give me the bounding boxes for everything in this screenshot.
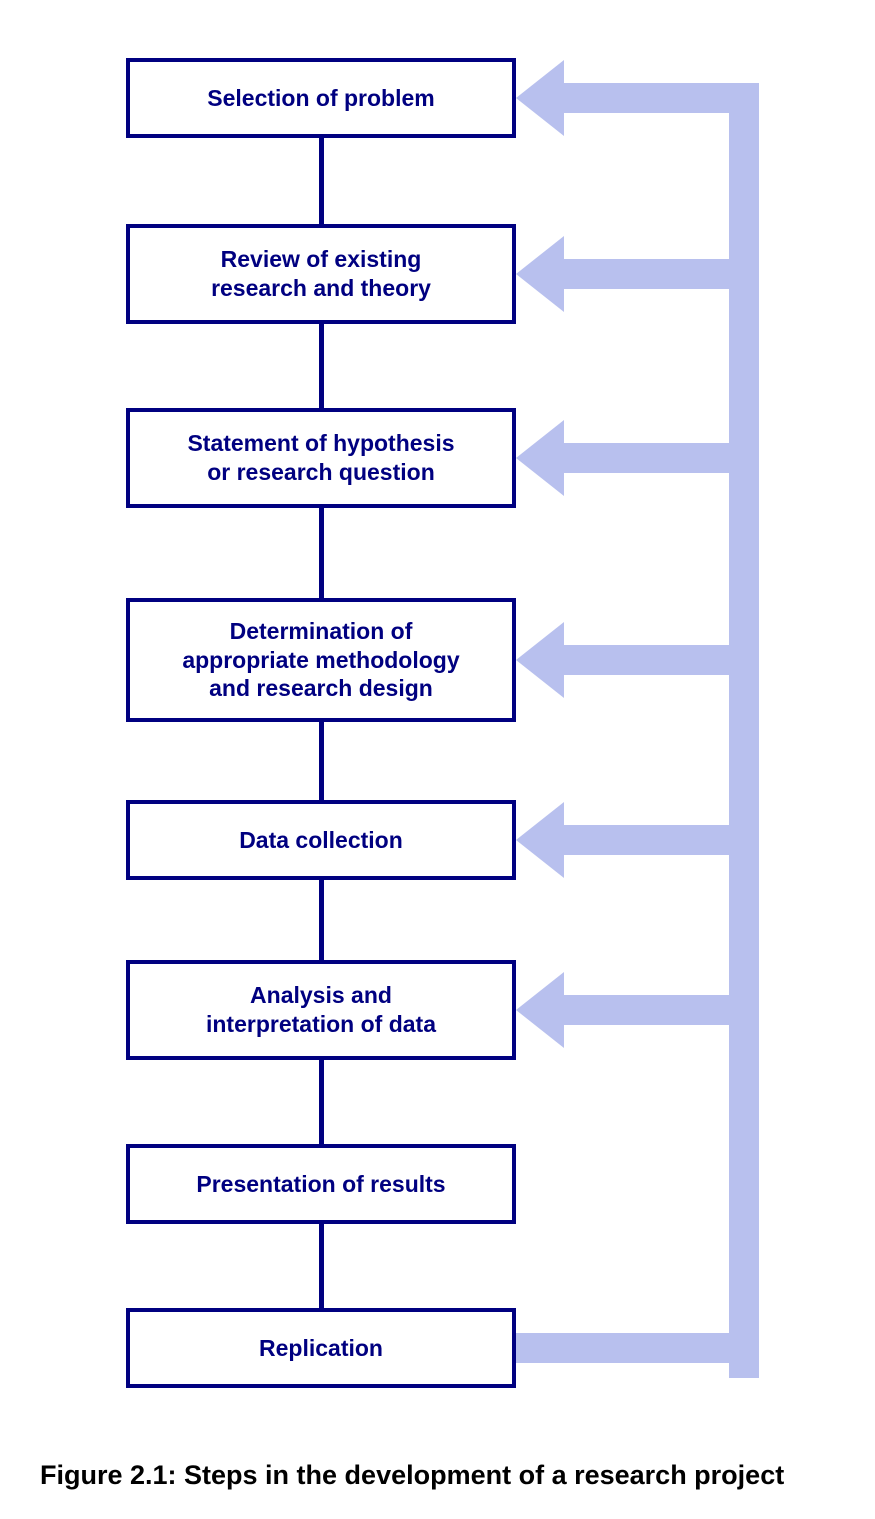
figure-caption: Figure 2.1: Steps in the development of … (40, 1460, 784, 1491)
flow-node-n8: Replication (126, 1308, 516, 1388)
flow-node-n1: Selection of problem (126, 58, 516, 138)
flowchart-canvas: Selection of problem Review of existingre… (0, 0, 875, 1519)
flow-node-n5: Data collection (126, 800, 516, 880)
flow-node-label: Selection of problem (207, 84, 434, 113)
flow-node-label: Data collection (239, 826, 403, 855)
flow-connector (319, 1060, 324, 1144)
flow-node-label: Analysis andinterpretation of data (206, 981, 436, 1039)
flow-node-n7: Presentation of results (126, 1144, 516, 1224)
flow-node-label: Presentation of results (196, 1170, 445, 1199)
flow-connector (319, 508, 324, 598)
flow-connector (319, 1224, 324, 1308)
flow-node-n2: Review of existingresearch and theory (126, 224, 516, 324)
flow-node-label: Statement of hypothesisor research quest… (187, 429, 454, 487)
flow-connector (319, 138, 324, 224)
flow-connector (319, 324, 324, 408)
flow-node-n4: Determination ofappropriate methodologya… (126, 598, 516, 722)
flow-connector (319, 880, 324, 960)
flow-connector (319, 722, 324, 800)
flow-node-n6: Analysis andinterpretation of data (126, 960, 516, 1060)
flow-node-label: Determination ofappropriate methodologya… (182, 617, 459, 703)
flow-node-label: Review of existingresearch and theory (211, 245, 431, 303)
flow-node-n3: Statement of hypothesisor research quest… (126, 408, 516, 508)
flow-node-label: Replication (259, 1334, 383, 1363)
